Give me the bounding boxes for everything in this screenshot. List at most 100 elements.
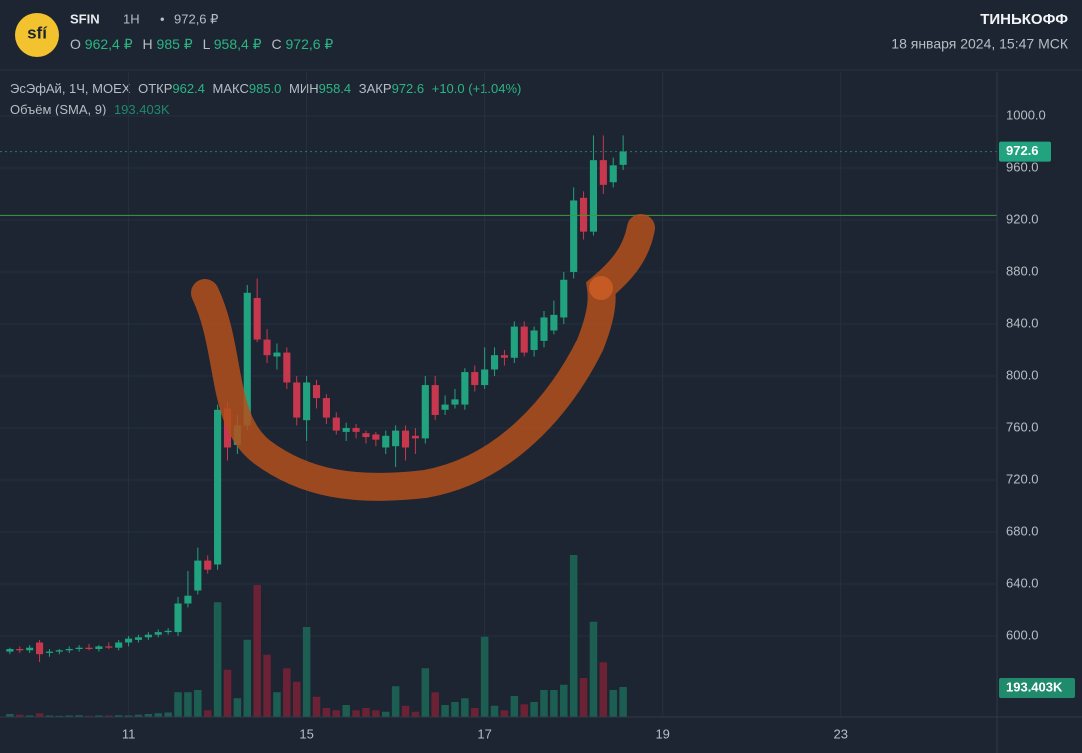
- candle-body: [599, 160, 607, 185]
- candle-body: [382, 435, 390, 448]
- candle-body: [570, 200, 578, 272]
- candle-body: [580, 197, 588, 232]
- candle-body: [263, 339, 271, 356]
- candle-body: [520, 326, 528, 353]
- volume-bar: [510, 696, 519, 717]
- volume-sma-box: [999, 677, 1075, 698]
- volume-bar: [85, 715, 93, 717]
- price: 972,6 ₽: [174, 11, 218, 26]
- candle-body: [530, 330, 538, 350]
- candle-body: [26, 647, 34, 651]
- candle-body: [500, 355, 508, 358]
- candle-body: [322, 398, 330, 418]
- candle-body: [471, 372, 479, 386]
- volume-bar: [332, 710, 341, 717]
- volume-bar: [451, 702, 459, 717]
- x-tick-label: 17: [477, 726, 491, 741]
- candle-body: [372, 434, 380, 440]
- volume-bar: [144, 714, 153, 717]
- volume-bar: [381, 711, 390, 717]
- candle-body: [332, 417, 340, 431]
- volume-bar: [520, 704, 528, 717]
- candle-body: [36, 642, 44, 655]
- volume-bar: [372, 710, 380, 717]
- volume-bar: [352, 710, 360, 717]
- candle-body: [105, 646, 113, 648]
- open: 962,4 ₽: [85, 36, 133, 52]
- volume-bar: [302, 627, 311, 717]
- volume-sma-label: 193.403K: [1006, 679, 1063, 694]
- candle-body: [411, 435, 419, 439]
- volume-bar: [243, 639, 252, 717]
- candle-body: [144, 634, 152, 638]
- volume-bar: [480, 636, 489, 717]
- candle-body: [481, 369, 489, 386]
- volume-bar: [95, 715, 103, 717]
- candle-body: [312, 385, 321, 399]
- volume-bar: [530, 702, 538, 717]
- volume-bar: [579, 678, 588, 717]
- legend-high: 985.0: [249, 81, 282, 96]
- volume-bar: [223, 669, 232, 717]
- volume-bar: [490, 705, 499, 717]
- candle-body: [154, 632, 162, 635]
- volume-bar: [65, 715, 73, 717]
- volume-bar: [114, 715, 123, 717]
- volume-bar: [609, 690, 617, 717]
- volume-bar: [105, 715, 113, 717]
- last-price-box: [999, 141, 1051, 162]
- y-tick-label: 840.0: [1006, 315, 1039, 330]
- volume-bar: [619, 687, 627, 717]
- bullet: •: [160, 11, 165, 26]
- volume-bar: [540, 690, 548, 717]
- volume-bar: [263, 654, 271, 717]
- last-price-label: 972.6: [1006, 143, 1039, 158]
- volume-bar: [45, 715, 54, 717]
- candle-body: [451, 399, 459, 405]
- volume-bar: [471, 708, 479, 717]
- legend-low: 958.4: [319, 81, 352, 96]
- candle-body: [273, 352, 281, 357]
- legend-close: 972.6: [392, 81, 425, 96]
- volume-bar: [6, 714, 14, 717]
- volume-bar: [401, 705, 410, 717]
- candle-body: [253, 297, 261, 340]
- candle-body: [461, 372, 469, 405]
- candle-body: [194, 560, 202, 591]
- volume-bar: [283, 668, 291, 717]
- candle-body: [95, 646, 103, 650]
- volume-bar: [233, 698, 242, 717]
- volume-bar: [421, 668, 430, 717]
- drawing-dot: [589, 276, 613, 300]
- candle-body: [550, 314, 558, 331]
- volume-bar: [134, 714, 143, 717]
- candle-body: [55, 650, 63, 652]
- candle-body: [6, 649, 14, 652]
- y-tick-label: 880.0: [1006, 263, 1039, 278]
- candle-body: [431, 385, 439, 415]
- volume-bar: [25, 715, 34, 717]
- x-tick-label: 19: [655, 726, 669, 741]
- candle-body: [184, 595, 192, 604]
- volume-bar: [322, 708, 331, 717]
- candle-body: [342, 427, 350, 432]
- volume-bar: [589, 621, 598, 717]
- volume-bar: [253, 585, 261, 717]
- y-tick-label: 600.0: [1006, 627, 1039, 642]
- x-tick-label: 23: [833, 726, 847, 741]
- y-tick-label: 720.0: [1006, 471, 1039, 486]
- y-tick-label: 680.0: [1006, 523, 1039, 538]
- volume-legend: Объём (SMA, 9) 193.403K: [10, 102, 170, 117]
- y-tick-label: 1000.0: [1006, 107, 1046, 122]
- volume-bar: [550, 690, 558, 717]
- logo: [15, 13, 59, 57]
- brand: ТИНЬКОФФ: [980, 11, 1068, 28]
- volume-title: Объём (SMA, 9): [10, 102, 106, 117]
- y-tick-label: 920.0: [1006, 211, 1039, 226]
- y-tick-label: 800.0: [1006, 367, 1039, 382]
- volume-bar: [461, 698, 469, 717]
- candle-body: [164, 630, 172, 633]
- volume-bar: [441, 705, 449, 717]
